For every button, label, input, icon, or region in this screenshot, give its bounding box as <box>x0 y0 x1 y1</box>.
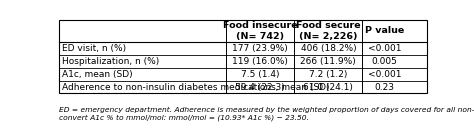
Text: P value: P value <box>365 26 404 35</box>
Text: <0.001: <0.001 <box>368 70 401 79</box>
Text: 119 (16.0%): 119 (16.0%) <box>232 57 288 66</box>
Text: 266 (11.9%): 266 (11.9%) <box>301 57 356 66</box>
Text: 0.23: 0.23 <box>374 83 394 92</box>
Text: ED = emergency department. Adherence is measured by the weighted proportion of d: ED = emergency department. Adherence is … <box>59 107 474 121</box>
Text: <0.001: <0.001 <box>368 44 401 53</box>
Text: 0.005: 0.005 <box>372 57 397 66</box>
Text: 177 (23.9%): 177 (23.9%) <box>233 44 288 53</box>
Text: Food insecure
(N= 742): Food insecure (N= 742) <box>223 21 298 41</box>
Text: 61.0 (24.1): 61.0 (24.1) <box>303 83 353 92</box>
Text: 7.5 (1.4): 7.5 (1.4) <box>241 70 280 79</box>
Text: 59.4 (22.3): 59.4 (22.3) <box>236 83 285 92</box>
Text: Food secure
(N= 2,226): Food secure (N= 2,226) <box>296 21 361 41</box>
Text: 406 (18.2%): 406 (18.2%) <box>301 44 356 53</box>
Text: Adherence to non-insulin diabetes medications, mean (SD): Adherence to non-insulin diabetes medica… <box>62 83 329 92</box>
Text: 7.2 (1.2): 7.2 (1.2) <box>309 70 347 79</box>
Text: A1c, mean (SD): A1c, mean (SD) <box>62 70 132 79</box>
Text: ED visit, n (%): ED visit, n (%) <box>62 44 126 53</box>
Text: Hospitalization, n (%): Hospitalization, n (%) <box>62 57 159 66</box>
